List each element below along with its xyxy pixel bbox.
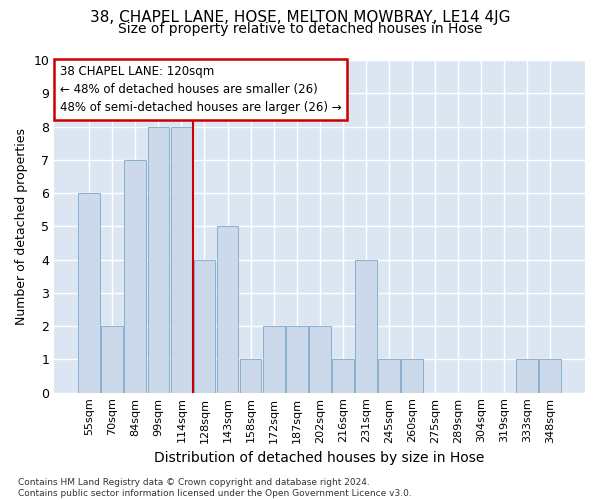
Bar: [309, 326, 331, 392]
Bar: [263, 326, 284, 392]
Bar: [217, 226, 238, 392]
Bar: [378, 360, 400, 392]
Bar: [79, 193, 100, 392]
Bar: [355, 260, 377, 392]
Bar: [101, 326, 124, 392]
Bar: [286, 326, 308, 392]
Y-axis label: Number of detached properties: Number of detached properties: [15, 128, 28, 325]
Bar: [332, 360, 353, 392]
Bar: [148, 126, 169, 392]
Bar: [401, 360, 423, 392]
Bar: [194, 260, 215, 392]
Text: 38 CHAPEL LANE: 120sqm
← 48% of detached houses are smaller (26)
48% of semi-det: 38 CHAPEL LANE: 120sqm ← 48% of detached…: [59, 65, 341, 114]
X-axis label: Distribution of detached houses by size in Hose: Distribution of detached houses by size …: [154, 451, 485, 465]
Text: Contains HM Land Registry data © Crown copyright and database right 2024.
Contai: Contains HM Land Registry data © Crown c…: [18, 478, 412, 498]
Bar: [239, 360, 262, 392]
Bar: [170, 126, 193, 392]
Text: 38, CHAPEL LANE, HOSE, MELTON MOWBRAY, LE14 4JG: 38, CHAPEL LANE, HOSE, MELTON MOWBRAY, L…: [90, 10, 510, 25]
Bar: [124, 160, 146, 392]
Text: Size of property relative to detached houses in Hose: Size of property relative to detached ho…: [118, 22, 482, 36]
Bar: [516, 360, 538, 392]
Bar: [539, 360, 561, 392]
